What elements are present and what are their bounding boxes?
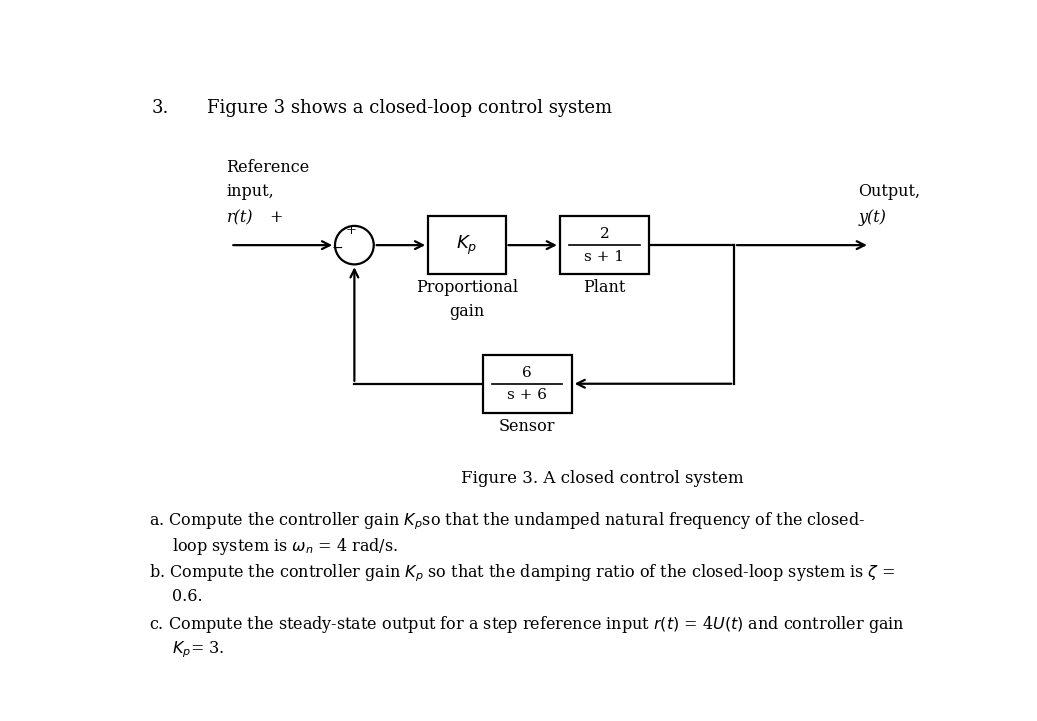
Text: Figure 3 shows a closed-loop control system: Figure 3 shows a closed-loop control sys… <box>207 99 612 117</box>
Bar <box>560 216 649 274</box>
Text: $K_p$: $K_p$ <box>456 234 477 257</box>
Text: y(t): y(t) <box>859 209 886 226</box>
Text: 3.: 3. <box>151 99 169 117</box>
Bar <box>428 216 505 274</box>
Text: Plant: Plant <box>583 280 625 296</box>
Text: s + 6: s + 6 <box>507 389 548 402</box>
Text: −: − <box>332 242 343 255</box>
Text: b. Compute the controller gain $K_p$ so that the damping ratio of the closed-loo: b. Compute the controller gain $K_p$ so … <box>149 562 895 583</box>
Text: $K_p$= 3.: $K_p$= 3. <box>172 640 225 660</box>
Text: input,: input, <box>226 183 274 200</box>
Text: Output,: Output, <box>859 183 920 200</box>
Text: Proportional: Proportional <box>416 280 517 296</box>
Text: a. Compute the controller gain $K_p$so that the undamped natural frequency of th: a. Compute the controller gain $K_p$so t… <box>149 510 865 532</box>
Text: Sensor: Sensor <box>499 418 556 435</box>
Text: 6: 6 <box>523 366 532 380</box>
Text: c. Compute the steady-state output for a step reference input $r(t)$ = 4$U(t)$ a: c. Compute the steady-state output for a… <box>149 614 905 634</box>
Text: s + 1: s + 1 <box>584 249 624 264</box>
Text: 0.6.: 0.6. <box>172 588 203 605</box>
Text: +: + <box>345 224 357 237</box>
Bar <box>482 355 571 412</box>
Text: gain: gain <box>449 303 484 319</box>
Text: +: + <box>270 209 283 226</box>
Text: Figure 3. A closed control system: Figure 3. A closed control system <box>461 470 744 487</box>
Text: loop system is $\omega_n$ = 4 rad/s.: loop system is $\omega_n$ = 4 rad/s. <box>172 536 398 557</box>
Text: r(t): r(t) <box>226 209 253 226</box>
Text: 2: 2 <box>599 227 609 242</box>
Text: Reference: Reference <box>226 159 310 176</box>
